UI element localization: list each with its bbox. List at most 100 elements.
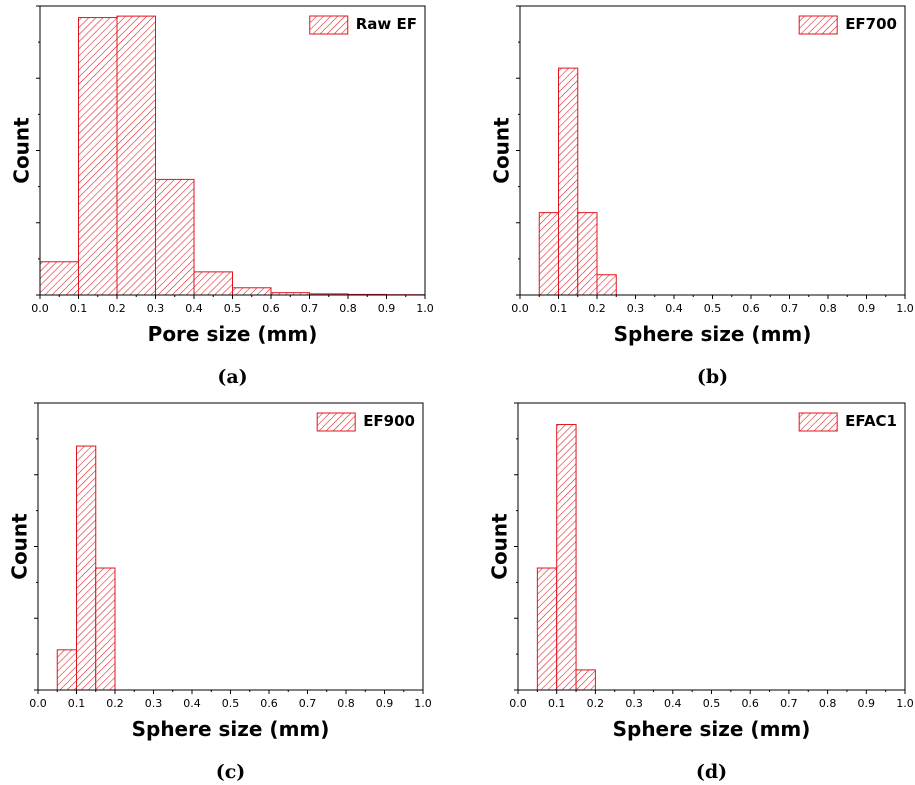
y-ticks-a: [36, 5, 40, 296]
x-tick-label-a-2: 0.2: [108, 302, 126, 315]
x-tick-label-a-1: 0.1: [70, 302, 88, 315]
x-tick-label-d-4: 0.4: [664, 697, 682, 710]
x-tick-label-d-8: 0.8: [819, 697, 837, 710]
histogram-bar-b-0: [538, 212, 559, 296]
x-tick-label-b-1: 0.1: [550, 302, 568, 315]
histogram-bar-a-5: [232, 287, 272, 296]
x-axis-title-d: Sphere size (mm): [613, 717, 811, 741]
legend-swatch-a: [309, 15, 349, 35]
x-tick-label-b-3: 0.3: [627, 302, 645, 315]
x-tick-label-a-10: 1.0: [416, 302, 434, 315]
x-tick-label-c-0: 0.0: [29, 697, 47, 710]
x-tick-label-a-8: 0.8: [339, 302, 357, 315]
histogram-bar-a-2: [116, 15, 156, 296]
x-ticks-a: 0.0 0.1 0.2 0.3 0.4 0.5 0.6 0.7 0.8 0.9 1.0: [31, 295, 434, 315]
legend-a: Raw EF: [309, 15, 417, 35]
x-tick-label-b-8: 0.8: [819, 302, 837, 315]
x-tick-label-c-10: 1.0: [414, 697, 432, 710]
y-axis-title-a: Count: [10, 117, 34, 184]
panel-label-c: (c): [216, 761, 246, 783]
histogram-bar-d-0: [536, 567, 558, 691]
panel-label-b: (b): [697, 366, 728, 388]
x-tick-label-c-6: 0.6: [260, 697, 278, 710]
legend-c: EF900: [316, 412, 415, 432]
x-tick-label-d-10: 1.0: [896, 697, 914, 710]
x-ticks-d: 0.0 0.1 0.2 0.3 0.4 0.5 0.6 0.7 0.8 0.9 1.0: [509, 690, 914, 710]
x-tick-label-c-4: 0.4: [183, 697, 201, 710]
x-ticks-c: 0.0 0.1 0.2 0.3 0.4 0.5 0.6 0.7 0.8 0.9 1.0: [29, 690, 432, 710]
x-tick-label-c-2: 0.2: [106, 697, 124, 710]
x-tick-label-a-7: 0.7: [301, 302, 319, 315]
x-axis-title-a: Pore size (mm): [148, 322, 318, 346]
x-tick-label-c-5: 0.5: [222, 697, 240, 710]
panel-label-d: (d): [696, 761, 727, 783]
legend-d: EFAC1: [798, 412, 897, 432]
x-tick-label-a-9: 0.9: [378, 302, 396, 315]
x-tick-label-b-5: 0.5: [704, 302, 722, 315]
x-tick-label-d-9: 0.9: [858, 697, 876, 710]
bars-d: [536, 424, 596, 691]
histogram-bar-c-0: [56, 649, 77, 691]
histogram-bar-d-2: [575, 669, 596, 691]
bars-a: [39, 15, 426, 296]
x-tick-label-b-4: 0.4: [665, 302, 683, 315]
legend-label-d: EFAC1: [845, 412, 897, 430]
x-tick-label-c-9: 0.9: [376, 697, 394, 710]
y-ticks-d: [514, 402, 518, 691]
x-tick-label-b-6: 0.6: [742, 302, 760, 315]
legend-swatch-b: [798, 15, 838, 35]
y-axis-title-c: Count: [8, 513, 32, 580]
x-tick-label-b-10: 1.0: [896, 302, 914, 315]
panel-b: 0.0 0.1 0.2 0.3 0.4 0.5 0.6 0.7 0.8 0.9 1.0 EF700 …: [490, 5, 914, 388]
x-tick-label-a-4: 0.4: [185, 302, 203, 315]
y-ticks-c: [34, 402, 38, 691]
x-tick-label-d-2: 0.2: [587, 697, 605, 710]
x-tick-label-d-0: 0.0: [509, 697, 527, 710]
x-tick-label-b-2: 0.2: [588, 302, 606, 315]
histogram-bar-b-2: [577, 212, 598, 296]
histogram-bar-b-3: [596, 274, 617, 296]
x-tick-label-a-3: 0.3: [147, 302, 165, 315]
x-tick-label-b-7: 0.7: [781, 302, 799, 315]
y-axis-title-b: Count: [490, 117, 514, 184]
legend-label-c: EF900: [363, 412, 415, 430]
panel-a: 0.0 0.1 0.2 0.3 0.4 0.5 0.6 0.7 0.8 0.9 1.0 Raw EF…: [10, 5, 434, 388]
x-ticks-b: 0.0 0.1 0.2 0.3 0.4 0.5 0.6 0.7 0.8 0.9 1.0: [511, 295, 914, 315]
x-tick-label-a-0: 0.0: [31, 302, 49, 315]
x-tick-label-d-1: 0.1: [548, 697, 566, 710]
x-tick-label-d-5: 0.5: [703, 697, 721, 710]
legend-label-b: EF700: [845, 15, 897, 33]
x-tick-label-a-6: 0.6: [262, 302, 280, 315]
x-tick-label-a-5: 0.5: [224, 302, 242, 315]
legend-label-a: Raw EF: [356, 15, 417, 33]
histogram-bar-d-1: [556, 424, 577, 691]
x-tick-label-c-8: 0.8: [337, 697, 355, 710]
histogram-bar-c-1: [76, 445, 97, 691]
legend-swatch-d: [798, 412, 838, 432]
bars-b: [538, 67, 617, 296]
histogram-bar-a-1: [78, 17, 118, 296]
x-tick-label-c-7: 0.7: [299, 697, 317, 710]
histogram-bar-a-0: [39, 261, 79, 296]
x-tick-label-b-9: 0.9: [858, 302, 876, 315]
panel-d: 0.0 0.1 0.2 0.3 0.4 0.5 0.6 0.7 0.8 0.9 1.0 EFAC1 …: [488, 402, 914, 783]
histogram-bar-a-3: [155, 178, 195, 296]
y-axis-title-d: Count: [488, 513, 512, 580]
legend-b: EF700: [798, 15, 897, 35]
y-ticks-b: [516, 5, 520, 296]
x-tick-label-c-3: 0.3: [145, 697, 163, 710]
panel-c: 0.0 0.1 0.2 0.3 0.4 0.5 0.6 0.7 0.8 0.9 1.0 EF900 …: [8, 402, 432, 783]
histogram-bar-a-4: [193, 271, 233, 296]
bars-c: [56, 445, 116, 691]
histogram-bar-b-1: [558, 67, 579, 296]
x-tick-label-c-1: 0.1: [68, 697, 86, 710]
legend-swatch-c: [316, 412, 356, 432]
x-axis-title-b: Sphere size (mm): [614, 322, 812, 346]
panel-label-a: (a): [217, 366, 247, 388]
x-axis-title-c: Sphere size (mm): [132, 717, 330, 741]
x-tick-label-b-0: 0.0: [511, 302, 529, 315]
x-tick-label-d-3: 0.3: [625, 697, 643, 710]
x-tick-label-d-6: 0.6: [741, 697, 759, 710]
histogram-bar-c-2: [95, 567, 116, 691]
